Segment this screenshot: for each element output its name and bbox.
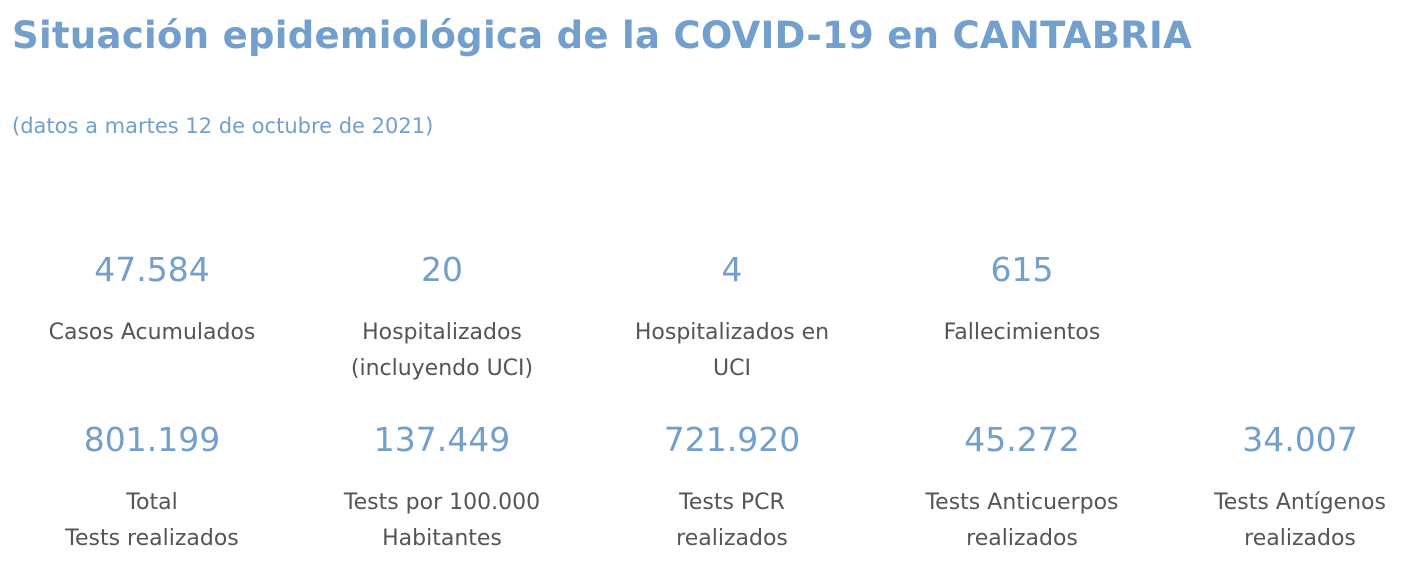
stat-label: Tests Antígenos realizados	[1180, 485, 1420, 557]
stat-label-line: UCI	[713, 356, 751, 381]
stat-label: Tests por 100.000 Habitantes	[302, 485, 582, 557]
stat-value: 137.449	[373, 420, 511, 459]
stat-value: 721.920	[663, 420, 801, 459]
stat-hospitalizados: 20 Hospitalizados (incluyendo UCI)	[302, 245, 582, 387]
stats-row-cases: 47.584 Casos Acumulados 20 Hospitalizado…	[0, 245, 1424, 415]
stat-label-line: realizados	[966, 526, 1078, 551]
stat-label-line: Hospitalizados en	[634, 320, 830, 345]
stat-label-line: Fallecimientos	[943, 320, 1101, 345]
stat-label-line: Tests por 100.000	[343, 490, 541, 515]
stat-casos-acumulados: 47.584 Casos Acumulados	[12, 245, 292, 351]
stat-label-line: realizados	[676, 526, 788, 551]
stat-label: Total Tests realizados	[12, 485, 292, 557]
data-date-subtitle: (datos a martes 12 de octubre de 2021)	[12, 114, 434, 138]
stat-value: 4	[721, 250, 743, 289]
stat-label: Casos Acumulados	[12, 315, 292, 351]
stat-label-line: Habitantes	[382, 526, 502, 551]
stats-row-tests: 801.199 Total Tests realizados 137.449 T…	[0, 415, 1424, 585]
page-title: Situación epidemiológica de la COVID-19 …	[12, 14, 1193, 57]
stat-value: 47.584	[94, 250, 210, 289]
stat-label-line: Casos Acumulados	[48, 320, 256, 345]
stat-label-line: Tests realizados	[65, 526, 239, 551]
stat-fallecimientos: 615 Fallecimientos	[882, 245, 1162, 351]
stat-total-tests: 801.199 Total Tests realizados	[12, 415, 292, 557]
stat-label: Tests PCR realizados	[592, 485, 872, 557]
stat-label-line: Total	[126, 490, 178, 515]
stat-label-line: Tests Anticuerpos	[925, 490, 1119, 515]
stat-hospitalizados-uci: 4 Hospitalizados en UCI	[592, 245, 872, 387]
stat-label-line: Tests Antígenos	[1214, 490, 1386, 515]
stat-label: Tests Anticuerpos realizados	[882, 485, 1162, 557]
stat-value: 20	[421, 250, 463, 289]
stat-tests-antigenos: 34.007 Tests Antígenos realizados	[1180, 415, 1420, 557]
stat-tests-pcr: 721.920 Tests PCR realizados	[592, 415, 872, 557]
stat-value: 615	[990, 250, 1054, 289]
stat-value: 801.199	[83, 420, 221, 459]
stat-label: Hospitalizados (incluyendo UCI)	[302, 315, 582, 387]
stat-label-line: Hospitalizados	[362, 320, 522, 345]
stat-tests-per-100k: 137.449 Tests por 100.000 Habitantes	[302, 415, 582, 557]
stat-value: 34.007	[1242, 420, 1358, 459]
stat-tests-anticuerpos: 45.272 Tests Anticuerpos realizados	[882, 415, 1162, 557]
stat-label-line: Tests PCR	[679, 490, 785, 515]
stat-label: Hospitalizados en UCI	[592, 315, 872, 387]
stat-label-line: realizados	[1244, 526, 1356, 551]
stat-value: 45.272	[964, 420, 1080, 459]
stat-label: Fallecimientos	[882, 315, 1162, 351]
stat-label-line: (incluyendo UCI)	[350, 356, 534, 381]
